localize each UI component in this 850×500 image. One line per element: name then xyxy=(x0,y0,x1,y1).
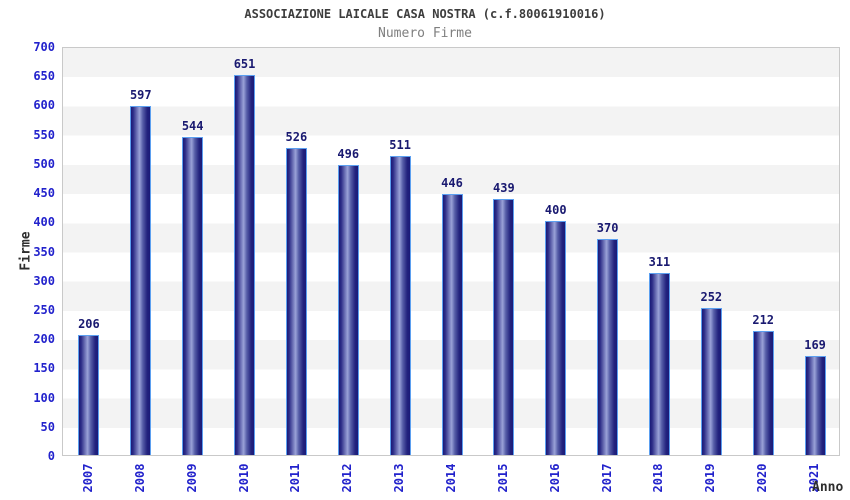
bar-2016 xyxy=(545,221,567,455)
x-tick-label: 2009 xyxy=(184,463,199,493)
y-tick-label: 700 xyxy=(33,40,55,54)
y-tick-label: 300 xyxy=(33,273,55,288)
x-tick-label: 2017 xyxy=(599,463,614,493)
x-tick-label: 2016 xyxy=(547,463,562,493)
y-tick-label: 650 xyxy=(33,69,55,84)
bar-value-label: 206 xyxy=(78,316,100,331)
bar-value-label: 446 xyxy=(441,176,463,191)
bar-2011 xyxy=(285,147,307,455)
bar-2010 xyxy=(234,74,256,455)
bar-2012 xyxy=(337,165,359,455)
bar-value-label: 526 xyxy=(285,129,308,144)
y-tick-label: 250 xyxy=(33,302,55,317)
bar-2015 xyxy=(493,198,515,455)
bar-value-label: 169 xyxy=(804,338,826,353)
x-tick-label: 2019 xyxy=(703,463,718,493)
x-tick-label: 2008 xyxy=(132,463,147,493)
y-tick-label: 200 xyxy=(33,332,55,347)
chart-subtitle: Numero Firme xyxy=(378,26,472,41)
x-tick-label: 2011 xyxy=(288,463,303,493)
y-tick-label: 150 xyxy=(33,361,55,376)
bar-value-label: 544 xyxy=(181,119,204,134)
x-axis-title: Anno xyxy=(812,480,844,495)
plot-area: 206 597 544 651 526 496 511 446 439 400 370 311 252 2… xyxy=(62,47,840,456)
bar-value-label: 212 xyxy=(752,313,775,328)
y-tick-label: 600 xyxy=(33,98,55,113)
y-tick-label: 350 xyxy=(33,244,55,259)
bar-value-label: 370 xyxy=(596,220,619,235)
bar-value-label: 400 xyxy=(544,203,567,218)
x-tick-label: 2007 xyxy=(80,463,95,493)
bar-2008 xyxy=(130,106,152,455)
y-axis-title: Firme xyxy=(18,231,34,271)
bar-value-label: 439 xyxy=(493,180,515,195)
bar-2018 xyxy=(648,273,670,455)
bar-2013 xyxy=(389,156,411,455)
x-tick-label: 2020 xyxy=(755,463,770,493)
bar-2007 xyxy=(78,334,100,455)
x-tick-label: 2018 xyxy=(651,463,666,493)
bar-value-label: 651 xyxy=(233,56,256,71)
y-tick-label: 50 xyxy=(40,419,55,434)
bar-2014 xyxy=(441,194,463,455)
bar-2009 xyxy=(182,137,204,455)
y-tick-label: 550 xyxy=(33,127,55,142)
y-tick-label: 100 xyxy=(33,390,55,405)
x-tick-label: 2014 xyxy=(444,463,458,493)
x-tick-label: 2012 xyxy=(340,463,355,493)
bar-2017 xyxy=(597,238,619,455)
bar-2020 xyxy=(752,331,774,455)
bar-value-label: 511 xyxy=(389,138,411,153)
bar-value-label: 252 xyxy=(700,289,723,304)
x-tick-label: 2013 xyxy=(392,463,407,493)
y-tick-label: 0 xyxy=(47,449,55,463)
y-tick-label: 400 xyxy=(33,215,55,230)
x-tick-label: 2015 xyxy=(495,463,510,493)
bar-2021 xyxy=(804,356,826,455)
y-tick-label: 500 xyxy=(33,156,55,171)
bar-value-label: 496 xyxy=(337,147,360,162)
bar-value-label: 311 xyxy=(648,255,671,270)
chart-title: ASSOCIAZIONE LAICALE CASA NOSTRA (c.f.80… xyxy=(244,7,606,21)
bar-value-label: 597 xyxy=(129,88,152,103)
x-tick-label: 2010 xyxy=(236,463,251,493)
y-tick-label: 450 xyxy=(33,186,55,201)
bar-2019 xyxy=(700,307,722,455)
